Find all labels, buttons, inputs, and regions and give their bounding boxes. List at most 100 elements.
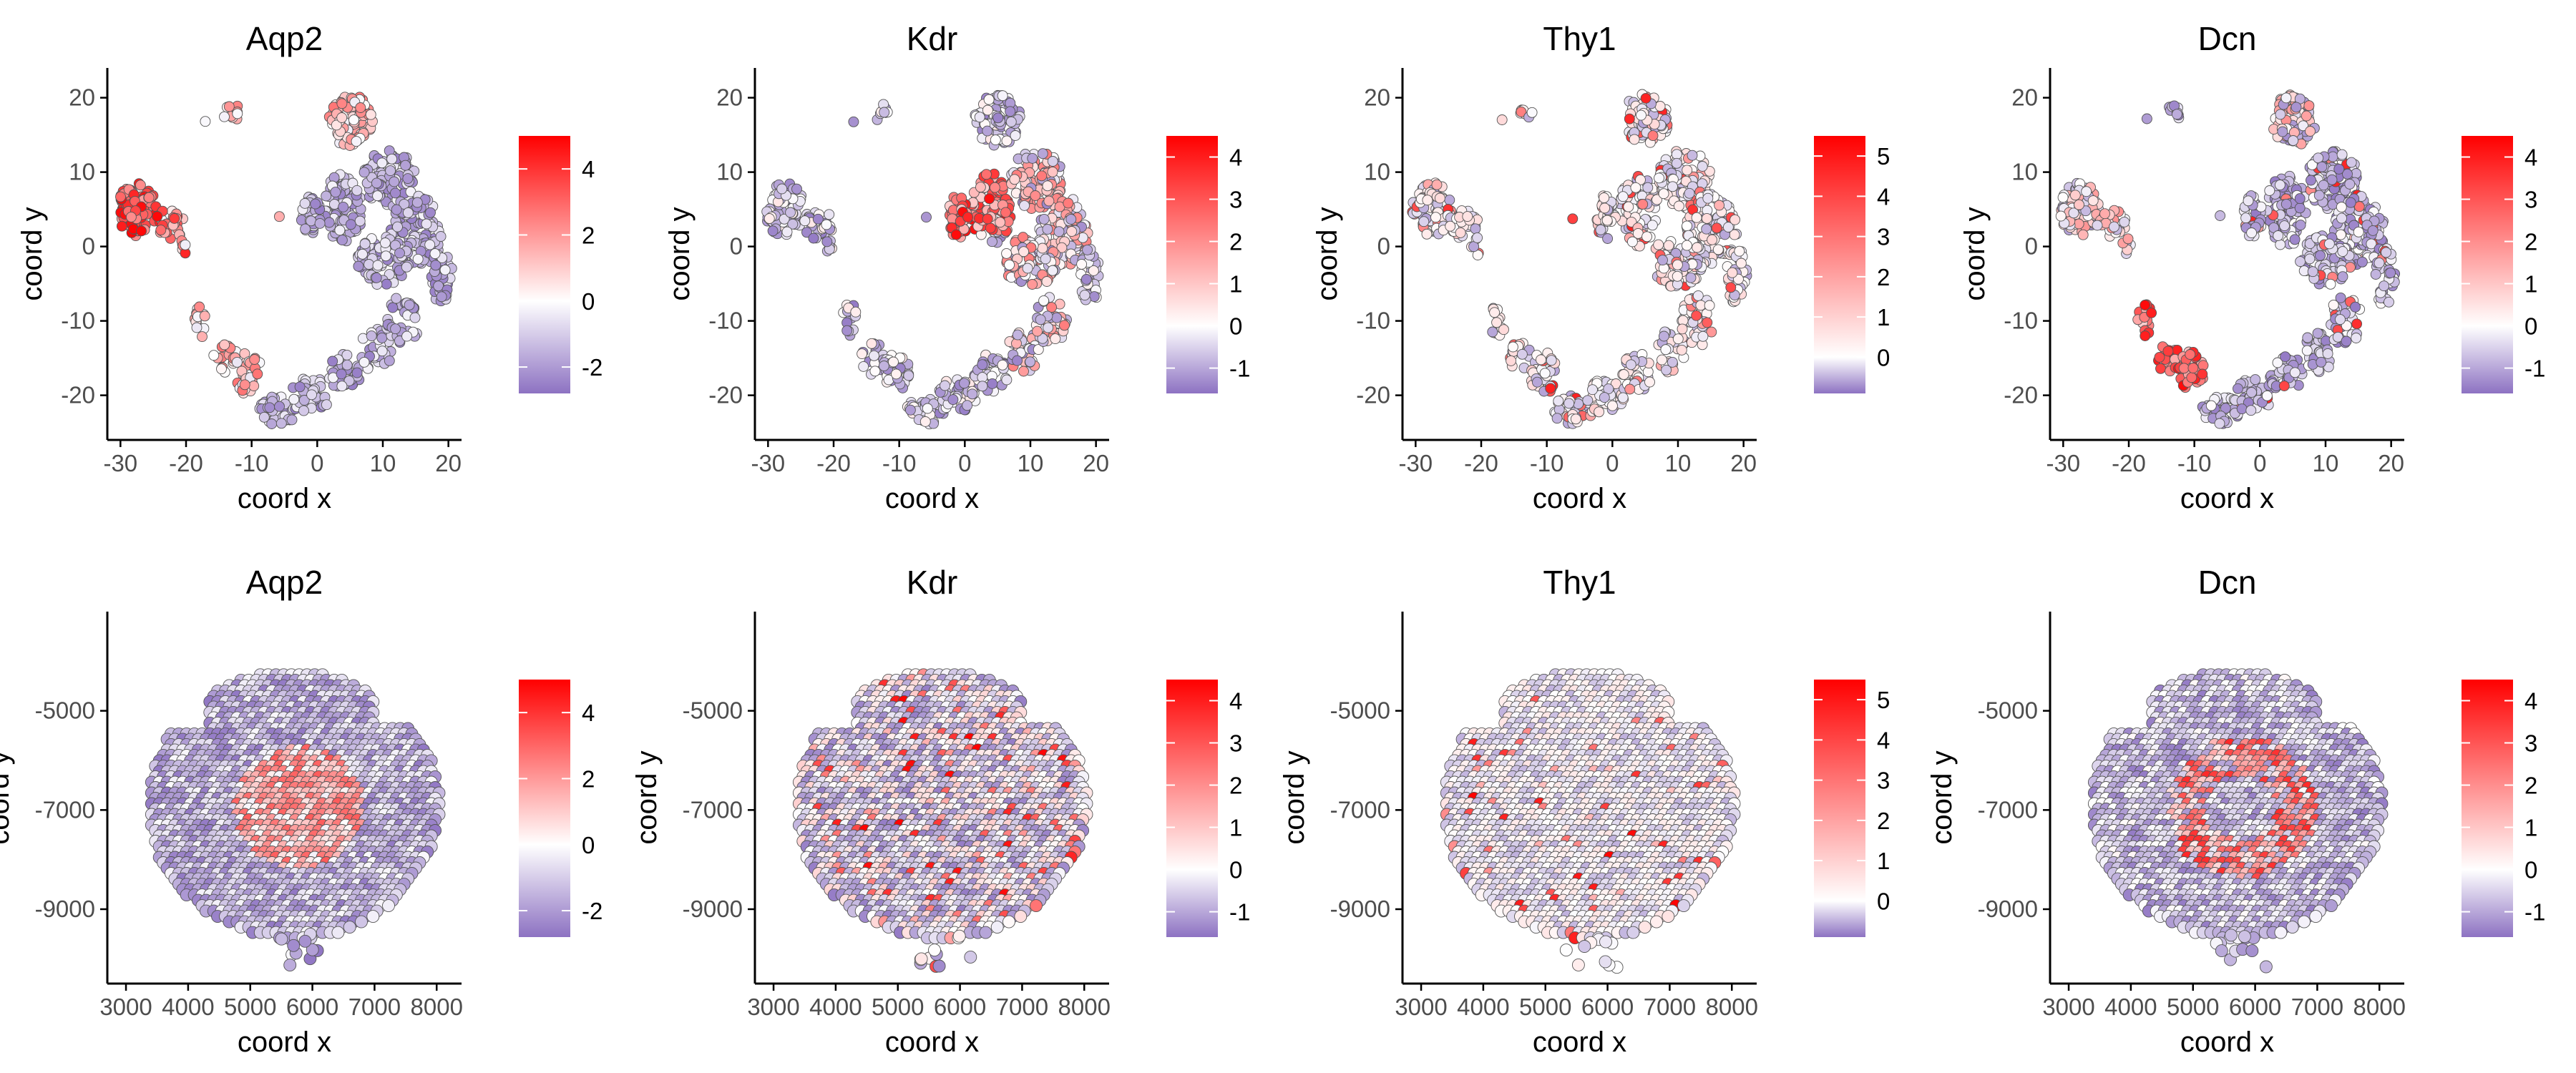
x-tick-label: -30 [103, 450, 137, 476]
data-point [2278, 381, 2290, 391]
x-tick-label: -10 [1530, 450, 1564, 476]
data-point [2341, 335, 2352, 347]
panel-title: Aqp2 [246, 20, 323, 57]
data-point [2245, 405, 2257, 416]
data-point [1672, 333, 1684, 345]
data-point [1702, 192, 1714, 204]
legend-label: 2 [1877, 264, 1890, 290]
legend-label: 2 [1229, 229, 1242, 255]
data-point [379, 237, 391, 248]
data-point [2307, 266, 2318, 278]
x-tick-label: 20 [1083, 450, 1109, 476]
data-point [1682, 220, 1692, 232]
panel-title: Thy1 [1543, 20, 1616, 57]
data-point [125, 211, 137, 222]
x-tick-label: -30 [751, 450, 785, 476]
data-point [1430, 212, 1441, 223]
data-point [252, 368, 263, 380]
data-point [232, 108, 243, 119]
data-point [115, 191, 126, 202]
data-point [2351, 333, 2362, 343]
data-point [2073, 218, 2084, 230]
data-point [2302, 332, 2313, 343]
data-point [2336, 202, 2347, 212]
data-point [1027, 152, 1038, 164]
y-tick-label: 20 [716, 84, 743, 111]
data-point [336, 235, 348, 246]
data-point [1042, 180, 1053, 192]
data-point [821, 219, 832, 230]
data-point [2171, 109, 2182, 120]
x-tick-label: 0 [2253, 450, 2266, 476]
x-tick-label: -10 [2177, 450, 2212, 476]
data-point [1047, 265, 1058, 276]
legend-label: 4 [2524, 144, 2537, 171]
data-point [2303, 100, 2315, 112]
data-point [1663, 240, 1674, 251]
data-point [336, 98, 348, 109]
data-point [977, 359, 988, 371]
data-point [1618, 369, 1629, 380]
data-point [984, 193, 995, 205]
data-point [180, 239, 191, 250]
data-point [2275, 109, 2286, 120]
data-point [1602, 233, 1614, 244]
data-point [294, 381, 306, 393]
data-point [197, 331, 208, 343]
data-point [1506, 355, 1517, 366]
data-point [2353, 226, 2364, 237]
data-point [249, 354, 260, 365]
data-point [391, 204, 402, 215]
data-point [1691, 310, 1702, 321]
x-tick-label: 10 [1665, 450, 1692, 476]
data-point [136, 225, 147, 237]
data-point [1079, 290, 1091, 301]
data-point [1491, 317, 1503, 328]
y-tick-label: 0 [82, 233, 95, 260]
data-point [1636, 109, 1646, 121]
data-point [2367, 225, 2379, 236]
data-point [1047, 166, 1058, 177]
data-point [940, 380, 950, 391]
data-point [200, 116, 211, 127]
data-point [435, 231, 447, 242]
data-point [1539, 368, 1551, 379]
data-point [300, 223, 311, 235]
data-point [982, 104, 993, 116]
data-point [1640, 92, 1652, 104]
data-point [1496, 114, 1508, 125]
data-point [785, 207, 796, 218]
data-point [1001, 248, 1013, 259]
data-point [1692, 290, 1704, 301]
data-point [2055, 210, 2067, 222]
data-point [336, 112, 348, 123]
y-tick-label: -10 [1356, 308, 1390, 334]
data-point [1617, 392, 1629, 403]
data-point [2187, 363, 2199, 373]
data-point [219, 111, 230, 122]
data-point [258, 411, 270, 423]
data-point [2074, 199, 2084, 210]
data-point [1599, 202, 1611, 214]
data-point [1010, 130, 1021, 141]
data-point [1630, 182, 1641, 193]
data-point [1066, 226, 1078, 237]
data-point [1065, 214, 1077, 225]
legend-colorbar [1814, 136, 1865, 393]
data-point [2301, 110, 2312, 122]
data-point [2250, 374, 2261, 386]
data-point [216, 363, 227, 375]
data-point [353, 260, 364, 272]
legend-colorbar [1166, 136, 1218, 393]
data-point [1545, 383, 1556, 394]
data-point [231, 356, 243, 368]
data-point [199, 310, 210, 322]
data-point [2289, 234, 2301, 245]
y-axis-title: coord y [1959, 207, 1991, 300]
data-point [1599, 392, 1610, 403]
y-axis-title: coord y [16, 207, 48, 300]
data-point [1624, 383, 1636, 395]
data-point [1038, 213, 1050, 225]
legend-label: 0 [2524, 313, 2537, 340]
